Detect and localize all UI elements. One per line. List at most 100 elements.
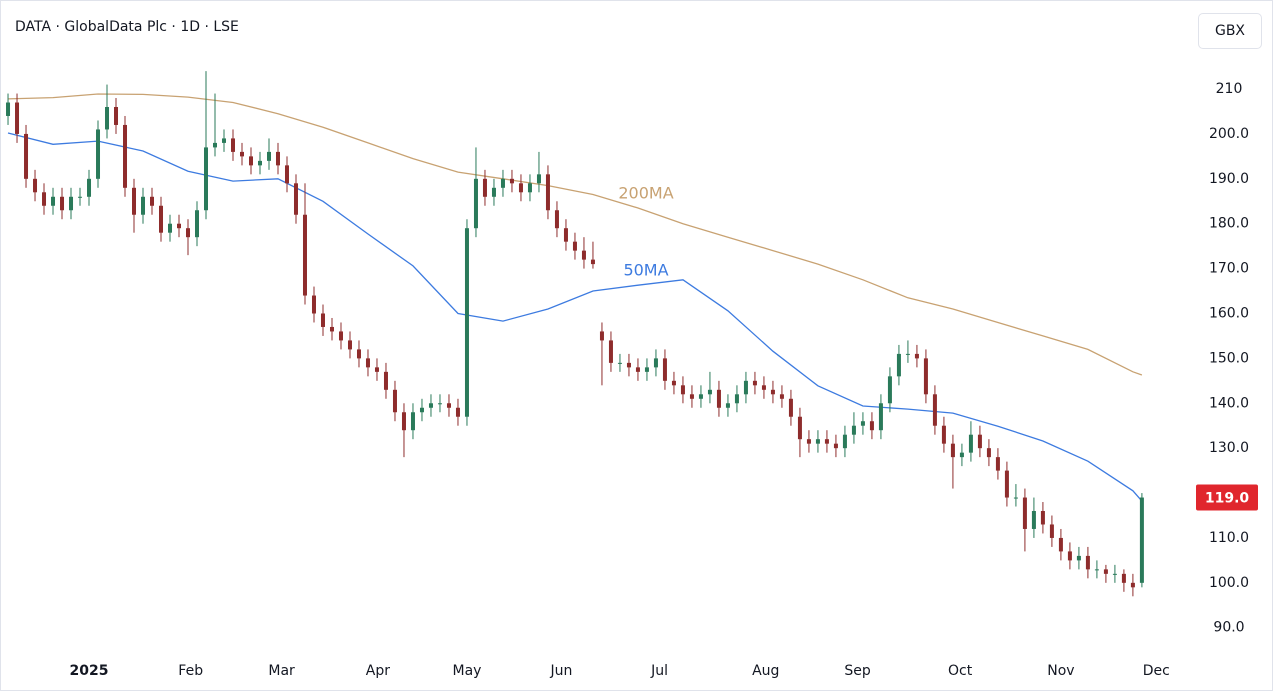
candle-body bbox=[815, 439, 820, 444]
candle-body bbox=[491, 187, 496, 197]
candle-body bbox=[473, 178, 478, 229]
candle-body bbox=[716, 389, 721, 408]
candle-body bbox=[15, 102, 20, 134]
candle-body bbox=[500, 178, 505, 188]
candle-body bbox=[266, 151, 271, 161]
candle-body bbox=[617, 362, 622, 364]
y-tick-label: 180.0 bbox=[1209, 216, 1249, 232]
candle-body bbox=[1103, 569, 1108, 574]
candle-body bbox=[338, 331, 343, 341]
candle-body bbox=[320, 313, 325, 327]
y-tick-label: 110.0 bbox=[1209, 530, 1249, 546]
x-tick-label: Jul bbox=[650, 663, 668, 679]
candle-body bbox=[365, 358, 370, 368]
candle-body bbox=[842, 434, 847, 449]
candle-body bbox=[419, 407, 424, 413]
candle-body bbox=[680, 385, 685, 395]
candle-body bbox=[824, 439, 829, 444]
candle-body bbox=[150, 196, 155, 206]
last-price-label: 119.0 bbox=[1205, 491, 1250, 507]
candle-body bbox=[177, 223, 182, 229]
y-tick-label: 100.0 bbox=[1209, 575, 1249, 591]
candle-body bbox=[257, 160, 262, 166]
candle-body bbox=[230, 138, 235, 152]
candle-body bbox=[833, 443, 838, 449]
candle-body bbox=[141, 196, 146, 215]
candle-body bbox=[941, 425, 946, 444]
candle-body bbox=[401, 412, 406, 431]
x-tick-label: Dec bbox=[1143, 663, 1170, 679]
candle-body bbox=[428, 403, 433, 408]
x-tick-label: Sep bbox=[844, 663, 871, 679]
candle-body bbox=[1004, 470, 1009, 498]
x-tick-label: 2025 bbox=[70, 663, 109, 679]
candle-body bbox=[1130, 582, 1135, 588]
candle-body bbox=[168, 223, 173, 233]
y-tick-label: 170.0 bbox=[1209, 261, 1249, 277]
candle-body bbox=[806, 439, 811, 444]
candle-body bbox=[959, 452, 964, 458]
candle-body bbox=[410, 412, 415, 431]
candle-body bbox=[509, 178, 514, 184]
candle-body bbox=[518, 183, 523, 193]
candle-body bbox=[1013, 497, 1018, 499]
y-tick-label: 210 bbox=[1216, 81, 1243, 97]
candle-body bbox=[1058, 537, 1063, 552]
candle-body bbox=[761, 385, 766, 390]
candle-body bbox=[6, 102, 11, 116]
candle-body bbox=[42, 192, 47, 206]
candle-body bbox=[626, 362, 631, 368]
candle-body bbox=[105, 107, 110, 130]
x-tick-label: Apr bbox=[366, 663, 390, 679]
y-tick-label: 150.0 bbox=[1209, 350, 1249, 366]
candle-body bbox=[33, 178, 38, 193]
candle-body bbox=[239, 151, 244, 157]
candle-body bbox=[923, 358, 928, 395]
candle-body bbox=[1085, 555, 1090, 570]
candle-body bbox=[212, 142, 217, 148]
candle-body bbox=[932, 394, 937, 426]
candle-body bbox=[671, 380, 676, 386]
candle-body bbox=[869, 421, 874, 431]
candle-body bbox=[203, 147, 208, 211]
candle-body bbox=[743, 380, 748, 395]
candle-body bbox=[734, 394, 739, 404]
candle-body bbox=[950, 443, 955, 458]
y-tick-label: 190.0 bbox=[1209, 171, 1249, 187]
candle-body bbox=[114, 107, 119, 125]
candle-body bbox=[689, 394, 694, 399]
candle-body bbox=[860, 421, 865, 426]
candle-body bbox=[1022, 497, 1027, 529]
candle-body bbox=[851, 425, 856, 435]
candle-body bbox=[24, 133, 29, 179]
candle-body bbox=[1094, 569, 1099, 571]
candle-body bbox=[302, 214, 307, 296]
candle-body bbox=[896, 353, 901, 377]
currency-button[interactable]: GBX bbox=[1198, 13, 1262, 49]
candle-body bbox=[482, 178, 487, 197]
candle-body bbox=[1112, 573, 1117, 575]
candle-body bbox=[132, 187, 137, 215]
candle-body bbox=[770, 389, 775, 395]
candle-body bbox=[455, 407, 460, 417]
candle-body bbox=[788, 398, 793, 417]
candle-body bbox=[905, 353, 910, 355]
candle-body bbox=[284, 165, 289, 184]
x-tick-label: Nov bbox=[1047, 663, 1074, 679]
candle-body bbox=[599, 331, 604, 341]
candle-body bbox=[1031, 511, 1036, 529]
candle-body bbox=[69, 196, 74, 211]
last-price-tag bbox=[1196, 484, 1258, 511]
candle-body bbox=[662, 358, 667, 381]
candle-body bbox=[383, 371, 388, 390]
y-tick-label: 130.0 bbox=[1209, 440, 1249, 456]
y-tick-label: 140.0 bbox=[1209, 395, 1249, 411]
x-tick-label: Oct bbox=[948, 663, 973, 679]
candle-body bbox=[1121, 573, 1126, 583]
candle-body bbox=[878, 403, 883, 431]
x-tick-label: Jun bbox=[550, 663, 573, 679]
candle-body bbox=[698, 394, 703, 399]
x-tick-label: May bbox=[452, 663, 481, 679]
